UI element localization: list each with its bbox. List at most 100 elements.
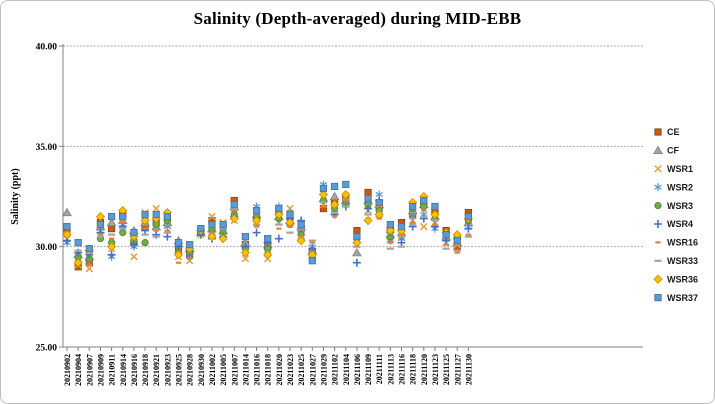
x-tick-label: 20210921 bbox=[152, 354, 161, 386]
x-tick-label: 20210923 bbox=[163, 354, 172, 386]
x-tick-label: 20211120 bbox=[420, 354, 429, 385]
x-tick-label: 20211014 bbox=[241, 354, 250, 386]
y-tick-label: 35.00 bbox=[36, 143, 58, 153]
data-point-WSR37 bbox=[286, 210, 294, 219]
data-point-WSR16 bbox=[421, 209, 427, 212]
data-point-WSR36 bbox=[363, 216, 373, 226]
x-tick-label: 20211029 bbox=[319, 354, 328, 386]
legend-label-WSR3: WSR3 bbox=[667, 201, 693, 211]
data-point-WSR16 bbox=[387, 241, 393, 244]
data-point-WSR37 bbox=[63, 222, 71, 231]
legend-marker-WSR2 bbox=[654, 183, 662, 192]
data-point-WSR33 bbox=[163, 231, 171, 234]
data-point-WSR37 bbox=[230, 200, 238, 209]
data-point-WSR37 bbox=[397, 222, 406, 231]
data-point-WSR33 bbox=[275, 223, 283, 226]
data-point-WSR37 bbox=[219, 220, 227, 229]
data-point-WSR16 bbox=[465, 233, 471, 236]
x-tick-label: 20211106 bbox=[353, 354, 362, 385]
data-point-WSR36 bbox=[285, 218, 295, 228]
legend-marker-WSR33 bbox=[654, 259, 662, 262]
data-point-WSR1 bbox=[130, 252, 138, 261]
x-tick-label: 20211130 bbox=[464, 354, 473, 385]
data-point-WSR33 bbox=[453, 249, 461, 252]
legend-label-WSR36: WSR36 bbox=[667, 274, 698, 284]
x-tick-label: 20211116 bbox=[398, 354, 407, 385]
data-point-WSR4 bbox=[107, 250, 116, 259]
legend-marker-CE bbox=[654, 128, 662, 136]
data-point-WSR37 bbox=[252, 206, 261, 215]
legend-label-CF: CF bbox=[667, 146, 679, 156]
data-point-WSR36 bbox=[374, 209, 384, 220]
data-point-WSR4 bbox=[163, 232, 172, 241]
data-point-WSR36 bbox=[218, 234, 228, 244]
data-point-WSR33 bbox=[364, 213, 372, 216]
legend-marker-WSR3 bbox=[654, 202, 662, 210]
x-tick-label: 20210914 bbox=[119, 354, 128, 386]
legend-marker-WSR37 bbox=[654, 293, 662, 302]
data-point-WSR33 bbox=[230, 207, 238, 210]
data-point-WSR33 bbox=[442, 247, 450, 250]
data-point-CF bbox=[62, 207, 72, 217]
data-point-WSR37 bbox=[74, 239, 82, 247]
legend-label-WSR16: WSR16 bbox=[667, 238, 698, 248]
data-point-WSR16 bbox=[410, 221, 416, 224]
x-tick-label: 20211023 bbox=[286, 354, 295, 386]
x-tick-label: 20211025 bbox=[297, 354, 306, 386]
data-point-WSR37 bbox=[308, 257, 316, 265]
data-point-WSR37 bbox=[431, 202, 439, 211]
legend-label-WSR4: WSR4 bbox=[667, 219, 693, 229]
data-point-CF bbox=[106, 217, 117, 227]
data-point-WSR37 bbox=[319, 184, 328, 193]
data-point-WSR4 bbox=[352, 258, 361, 267]
legend-label-WSR33: WSR33 bbox=[667, 256, 698, 266]
data-point-WSR37 bbox=[375, 198, 383, 207]
data-point-WSR36 bbox=[352, 238, 362, 248]
data-point-WSR16 bbox=[142, 227, 148, 230]
data-point-WSR16 bbox=[153, 229, 159, 232]
data-point-WSR16 bbox=[320, 205, 327, 208]
data-point-WSR16 bbox=[109, 237, 115, 240]
data-point-WSR33 bbox=[319, 201, 328, 204]
data-point-WSR1 bbox=[208, 212, 216, 221]
data-point-WSR37 bbox=[85, 245, 93, 253]
data-point-WSR36 bbox=[95, 212, 106, 222]
data-point-WSR1 bbox=[152, 204, 160, 213]
data-point-WSR37 bbox=[409, 202, 417, 211]
x-tick-label: 20210925 bbox=[175, 354, 184, 386]
data-point-WSR16 bbox=[443, 243, 449, 246]
x-tick-label: 20211127 bbox=[453, 354, 462, 385]
data-point-WSR33 bbox=[286, 231, 294, 234]
data-point-WSR16 bbox=[86, 263, 92, 266]
x-tick-label: 20211005 bbox=[219, 354, 228, 386]
data-point-WSR33 bbox=[386, 247, 394, 250]
y-tick-label: 25.00 bbox=[36, 344, 58, 354]
data-point-WSR36 bbox=[341, 189, 351, 200]
data-point-WSR37 bbox=[197, 225, 205, 233]
data-point-WSR37 bbox=[174, 239, 183, 247]
x-tick-label: 20211007 bbox=[230, 354, 239, 386]
data-point-WSR33 bbox=[420, 215, 428, 218]
data-point-WSR16 bbox=[187, 257, 193, 260]
data-point-WSR1 bbox=[85, 265, 94, 273]
legend-marker-CF bbox=[653, 145, 663, 154]
data-point-WSR37 bbox=[163, 212, 171, 221]
data-point-WSR37 bbox=[386, 220, 394, 229]
data-point-WSR36 bbox=[207, 232, 217, 242]
data-point-WSR36 bbox=[62, 230, 72, 240]
legend-label-CE: CE bbox=[667, 127, 680, 137]
data-point-WSR36 bbox=[140, 216, 150, 226]
data-point-WSR36 bbox=[385, 226, 395, 236]
data-point-WSR37 bbox=[330, 182, 339, 191]
legend-marker-WSR16 bbox=[655, 241, 661, 244]
x-tick-label: 20211027 bbox=[308, 354, 317, 386]
data-point-WSR36 bbox=[240, 248, 250, 258]
data-point-WSR4 bbox=[464, 224, 473, 233]
y-tick-label: 30.00 bbox=[36, 243, 58, 253]
x-tick-label: 20211104 bbox=[342, 354, 351, 385]
data-point-WSR33 bbox=[409, 223, 417, 226]
data-point-WSR37 bbox=[353, 233, 361, 241]
data-point-WSR36 bbox=[330, 199, 340, 210]
y-axis-title: Salinity (ppt) bbox=[10, 168, 21, 224]
